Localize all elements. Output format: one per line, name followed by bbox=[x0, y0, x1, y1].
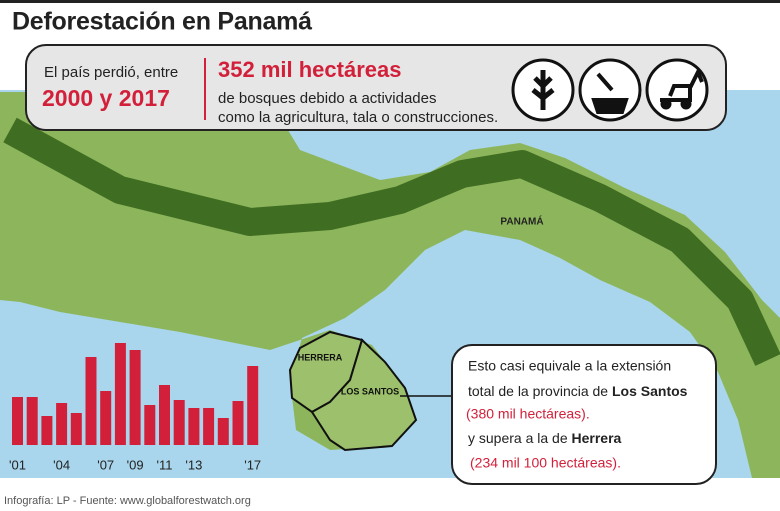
bar bbox=[129, 350, 141, 445]
top-rule bbox=[0, 0, 780, 3]
bar-chart: '01 '04 '07 '09 '11 '13 '17 bbox=[9, 343, 261, 472]
footer-credit: Infografía: LP - Fuente: www.globalfores… bbox=[4, 495, 251, 507]
banner-period: 2000 y 2017 bbox=[42, 85, 170, 111]
x-tick-label: '09 bbox=[127, 457, 144, 472]
callout-text: Esto casi equivale a la extensión bbox=[468, 358, 671, 374]
x-tick-label: '13 bbox=[185, 457, 202, 472]
wheat-glyph bbox=[531, 70, 555, 110]
bar bbox=[247, 366, 259, 445]
bar bbox=[114, 343, 126, 445]
excavator-glyph bbox=[660, 67, 704, 102]
bar bbox=[217, 418, 229, 445]
bar bbox=[41, 416, 53, 445]
wheel bbox=[680, 98, 692, 110]
map-label: PANAMÁ bbox=[500, 215, 543, 228]
bar bbox=[173, 400, 185, 445]
bar bbox=[26, 397, 38, 445]
title: Deforestación en Panamá bbox=[12, 8, 312, 36]
stump-glyph bbox=[591, 72, 629, 114]
banner-amount: 352 mil hectáreas bbox=[218, 57, 401, 82]
x-tick-label: '11 bbox=[157, 457, 173, 472]
forest-band bbox=[3, 117, 780, 366]
callout-red: (234 mil 100 hectáreas). bbox=[470, 455, 621, 471]
bar bbox=[56, 403, 68, 445]
map-label: HERRERA bbox=[298, 352, 343, 362]
x-tick-label: '17 bbox=[244, 457, 261, 472]
icons bbox=[511, 58, 709, 122]
callout-text: y supera a la de bbox=[468, 430, 572, 446]
callout bbox=[451, 344, 717, 485]
bar bbox=[12, 397, 23, 445]
x-tick-label: '01 bbox=[9, 457, 26, 472]
bar bbox=[188, 408, 200, 445]
bar bbox=[203, 408, 215, 445]
x-tick-label: '07 bbox=[97, 457, 114, 472]
x-tick-label: '04 bbox=[53, 457, 70, 472]
banner-intro: El país perdió, entre bbox=[44, 64, 178, 81]
callout-red: (380 mil hectáreas). bbox=[466, 406, 590, 422]
callout-bold: Los Santos bbox=[612, 383, 688, 399]
bar bbox=[144, 405, 156, 445]
callout-text: y supera a la de Herrera bbox=[468, 430, 622, 446]
banner-text: de bosques debido a actividades bbox=[218, 90, 437, 107]
bar bbox=[85, 357, 97, 445]
bar bbox=[70, 413, 82, 445]
los-santos bbox=[310, 338, 418, 452]
bar bbox=[159, 385, 170, 445]
bar bbox=[100, 391, 112, 445]
callout-text: total de la provincia de bbox=[468, 383, 612, 399]
banner-text: como la agricultura, tala o construccion… bbox=[218, 109, 498, 126]
map-label: LOS SANTOS bbox=[341, 386, 399, 396]
bar bbox=[232, 401, 244, 445]
callout-bold: Herrera bbox=[572, 430, 622, 446]
callout-text: total de la provincia de Los Santos bbox=[468, 383, 688, 399]
wheel bbox=[660, 98, 672, 110]
